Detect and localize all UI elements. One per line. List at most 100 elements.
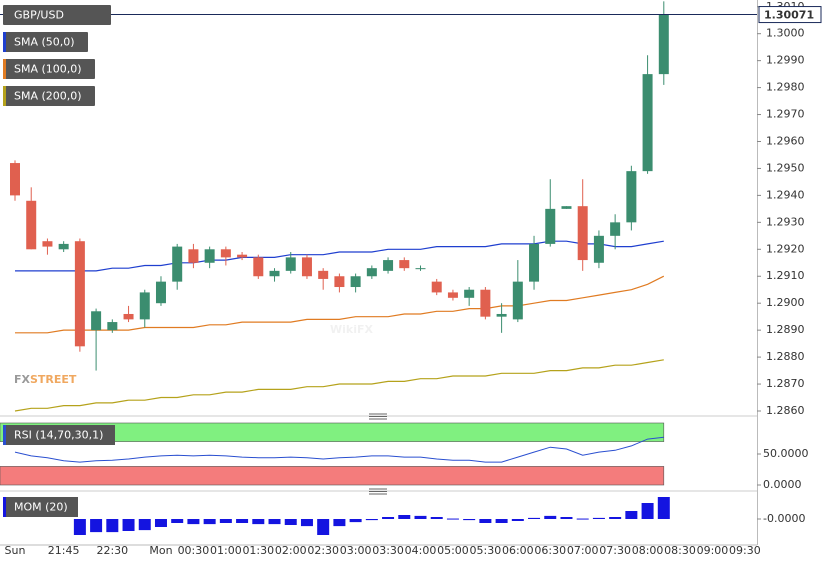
candle-body — [10, 163, 20, 196]
candle-body — [447, 292, 458, 298]
candle-body — [42, 241, 53, 247]
mom-bar — [430, 517, 443, 519]
candle-body — [107, 322, 118, 331]
candle-body — [626, 171, 637, 223]
mom-bar — [398, 515, 411, 519]
legend-box — [3, 32, 88, 52]
mom-bar — [625, 511, 638, 519]
legend-swatch — [3, 86, 6, 106]
mom-bar — [446, 518, 459, 520]
candle-body — [415, 268, 426, 270]
y-tick-label: -0.0000 — [763, 512, 805, 525]
indicator-line — [14, 436, 664, 463]
x-tick-label: 06:00 — [502, 544, 534, 557]
x-tick-label: 03:30 — [372, 544, 404, 557]
candle-body — [237, 254, 248, 258]
candle-body — [301, 257, 312, 277]
y-tick-label: 1.2920 — [766, 242, 805, 255]
y-tick-label: 1.2950 — [766, 161, 805, 174]
mom-bar — [122, 519, 135, 531]
candle-body — [480, 289, 491, 317]
candle-body — [399, 260, 410, 269]
divider-handle — [369, 413, 387, 420]
candle-body — [529, 243, 540, 282]
indicator-band — [0, 466, 665, 486]
y-tick-label: 50.0000 — [763, 447, 809, 460]
candle-body — [155, 281, 166, 304]
candle-body — [593, 235, 604, 263]
y-tick-label: 1.2900 — [766, 296, 805, 309]
sma-line — [14, 359, 664, 412]
mom-bar — [268, 519, 281, 525]
mom-bar — [479, 519, 492, 523]
x-tick-label: 01:30 — [242, 544, 274, 557]
sma-line — [15, 275, 665, 334]
candle-body — [220, 249, 231, 258]
brand-watermark: FXSTREET — [14, 373, 77, 386]
wikifx-watermark: WikiFX — [330, 323, 374, 336]
x-tick-label: Mon — [149, 544, 172, 557]
last-price-label: 1.30071 — [764, 9, 814, 22]
divider-handle — [369, 488, 387, 495]
y-tick-label: 0.0000 — [763, 478, 802, 491]
candle-body — [26, 200, 37, 250]
x-tick-label: 03:00 — [340, 544, 372, 557]
x-tick-label: 01:00 — [210, 544, 242, 557]
mom-bar — [219, 519, 232, 523]
mom-bar — [73, 519, 86, 535]
x-tick-label: 08:00 — [632, 544, 664, 557]
mom-bar — [414, 515, 427, 519]
mom-bar — [138, 519, 151, 531]
legend-label: GBP/USD — [14, 9, 64, 22]
candle-body — [610, 222, 621, 236]
x-tick-label: 05:00 — [437, 544, 469, 557]
mom-bar — [187, 519, 200, 525]
mom-bar — [576, 518, 589, 520]
candle-body — [577, 206, 588, 261]
legend-label: MOM (20) — [14, 501, 68, 514]
mom-bar — [171, 519, 184, 523]
legend-box — [3, 5, 111, 25]
x-tick-label: 02:00 — [275, 544, 307, 557]
mom-bar — [365, 519, 378, 521]
candle-body — [74, 241, 85, 347]
y-tick-label: 1.2910 — [766, 269, 805, 282]
x-tick-label: 09:30 — [729, 544, 761, 557]
legend-swatch — [3, 32, 6, 52]
y-tick-label: 1.2960 — [766, 134, 805, 147]
y-tick-label: 1.2990 — [766, 54, 805, 67]
candle-body — [139, 292, 150, 320]
x-tick-label: 09:00 — [697, 544, 729, 557]
sma-line — [15, 240, 664, 272]
x-tick-label: 08:30 — [664, 544, 696, 557]
x-tick-label: 07:30 — [599, 544, 631, 557]
candle-body — [464, 289, 475, 298]
y-tick-label: 1.2890 — [766, 323, 805, 336]
x-tick-label: 02:30 — [307, 544, 339, 557]
candle-body — [123, 313, 134, 320]
y-tick-label: 1.2970 — [766, 108, 805, 121]
mom-bar — [90, 519, 103, 533]
x-tick-label: Sun — [5, 544, 26, 557]
mom-bar — [333, 519, 346, 527]
mom-bar — [609, 517, 622, 519]
legend-label: SMA (100,0) — [14, 63, 82, 76]
y-tick-label: 1.2880 — [766, 350, 805, 363]
legend-label: SMA (50,0) — [14, 36, 75, 49]
candle-body — [58, 243, 69, 250]
legend-swatch — [3, 497, 6, 517]
x-tick-label: 07:00 — [567, 544, 599, 557]
mom-bar — [592, 517, 605, 519]
candle-body — [545, 208, 556, 244]
candle-body — [91, 311, 102, 331]
mom-bar — [463, 519, 476, 521]
mom-bar — [382, 517, 395, 519]
candle-body — [496, 313, 507, 317]
candle-body — [350, 276, 361, 288]
x-tick-label: 21:45 — [48, 544, 80, 557]
watermarks: WikiFX FXSTREET — [14, 323, 374, 386]
x-tick-label: 22:30 — [96, 544, 128, 557]
legend-box — [3, 425, 115, 445]
candle-body — [561, 206, 572, 209]
